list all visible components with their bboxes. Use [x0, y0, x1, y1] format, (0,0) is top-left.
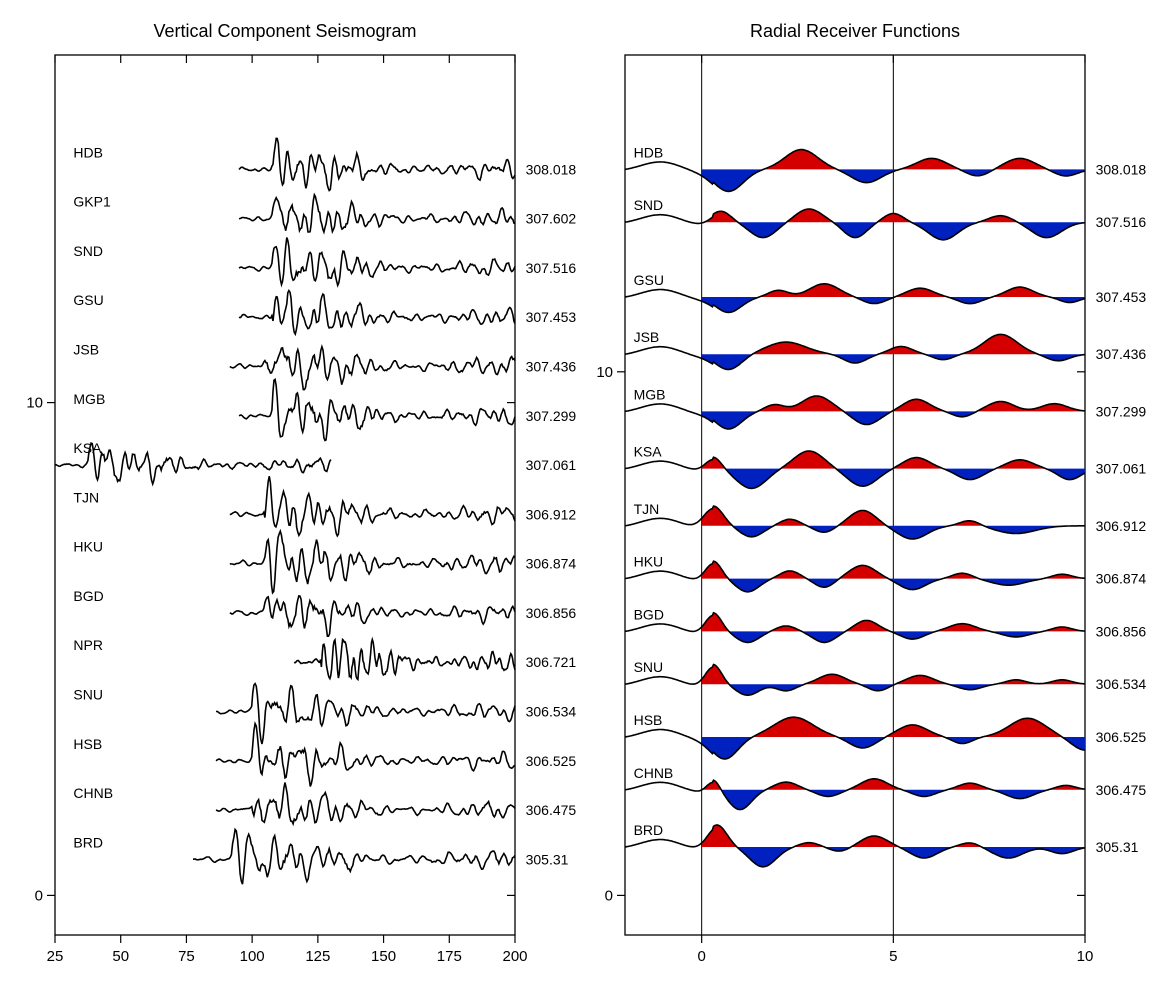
station-label: SNU	[634, 659, 664, 675]
svg-text:50: 50	[112, 948, 129, 965]
station-label: HDB	[73, 144, 103, 160]
value-label: 306.475	[1096, 782, 1147, 798]
value-label: 307.602	[526, 211, 577, 227]
station-label: TJN	[73, 489, 99, 505]
station-label: BRD	[73, 834, 103, 850]
station-label: MGB	[73, 391, 105, 407]
left-ytick: 0	[35, 887, 43, 904]
value-label: 307.061	[526, 457, 577, 473]
seismogram-figure: Vertical Component Seismogram25507510012…	[0, 0, 1161, 992]
station-label: CHNB	[73, 785, 113, 801]
value-label: 306.874	[526, 556, 577, 572]
station-label: BRD	[634, 822, 664, 838]
svg-text:0: 0	[605, 887, 613, 904]
value-label: 306.534	[1096, 676, 1147, 692]
station-label: KSA	[634, 444, 663, 460]
station-label: SND	[73, 243, 103, 259]
station-label: SNU	[73, 686, 103, 702]
station-label: NPR	[73, 637, 103, 653]
svg-text:75: 75	[178, 948, 195, 965]
station-label: GSU	[73, 292, 103, 308]
svg-text:0: 0	[697, 948, 705, 965]
value-label: 305.31	[1096, 839, 1139, 855]
value-label: 308.018	[526, 161, 577, 177]
svg-text:10: 10	[596, 364, 613, 381]
value-label: 306.912	[526, 506, 577, 522]
svg-text:5: 5	[889, 948, 897, 965]
svg-text:200: 200	[502, 948, 527, 965]
svg-text:125: 125	[305, 948, 330, 965]
value-label: 307.453	[1096, 289, 1147, 305]
svg-text:100: 100	[240, 948, 265, 965]
value-label: 307.516	[526, 260, 577, 276]
value-label: 308.018	[1096, 161, 1147, 177]
left-panel-title: Vertical Component Seismogram	[153, 21, 416, 41]
station-label: JSB	[634, 329, 660, 345]
station-label: JSB	[73, 342, 99, 358]
svg-text:25: 25	[47, 948, 64, 965]
station-label: SND	[634, 197, 664, 213]
value-label: 306.525	[1096, 729, 1147, 745]
value-label: 306.912	[1096, 518, 1147, 534]
station-label: HKU	[73, 539, 103, 555]
station-label: BGD	[634, 606, 664, 622]
right-panel-title: Radial Receiver Functions	[750, 21, 960, 41]
value-label: 307.061	[1096, 461, 1147, 477]
station-label: GSU	[634, 272, 664, 288]
svg-text:10: 10	[1077, 948, 1094, 965]
value-label: 306.534	[526, 703, 577, 719]
value-label: 306.475	[526, 802, 577, 818]
value-label: 307.436	[526, 359, 577, 375]
value-label: 306.856	[526, 605, 577, 621]
station-label: HDB	[634, 144, 664, 160]
value-label: 307.299	[526, 408, 577, 424]
value-label: 306.525	[526, 753, 577, 769]
svg-text:175: 175	[437, 948, 462, 965]
station-label: HKU	[634, 554, 664, 570]
value-label: 306.721	[526, 654, 577, 670]
station-label: MGB	[634, 386, 666, 402]
value-label: 307.436	[1096, 346, 1147, 362]
value-label: 307.516	[1096, 214, 1147, 230]
value-label: 307.453	[526, 309, 577, 325]
station-label: TJN	[634, 501, 660, 517]
station-label: CHNB	[634, 765, 674, 781]
station-label: HSB	[634, 712, 663, 728]
left-ytick: 10	[26, 395, 43, 412]
station-label: HSB	[73, 736, 102, 752]
value-label: 306.856	[1096, 623, 1147, 639]
station-label: KSA	[73, 440, 102, 456]
station-label: BGD	[73, 588, 103, 604]
svg-text:150: 150	[371, 948, 396, 965]
station-label: GKP1	[73, 194, 111, 210]
value-label: 306.874	[1096, 571, 1147, 587]
value-label: 305.31	[526, 851, 569, 867]
value-label: 307.299	[1096, 403, 1147, 419]
